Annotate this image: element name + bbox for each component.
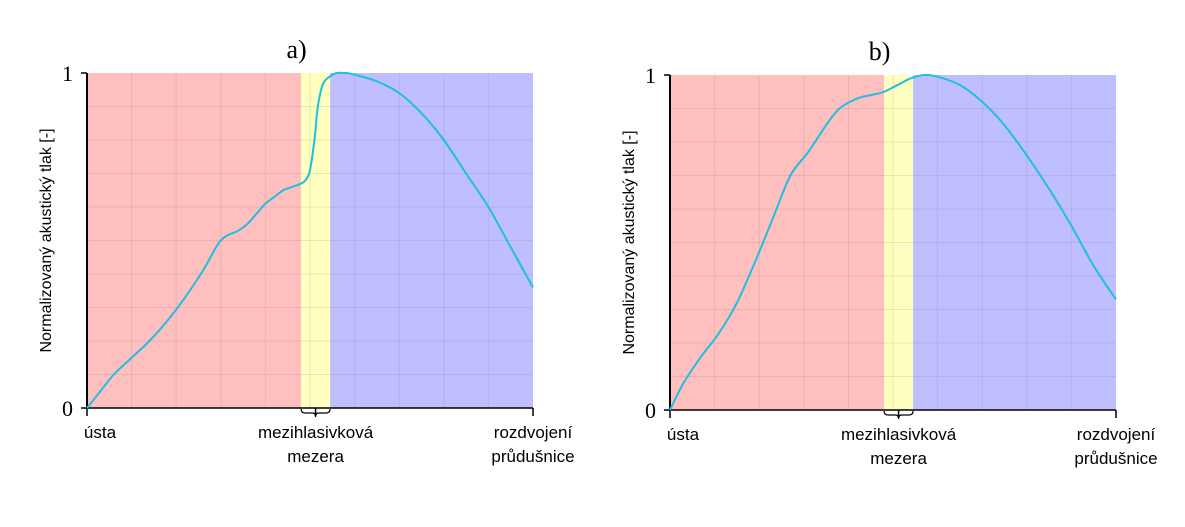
region-band-2	[330, 73, 533, 408]
x-tick-label: mezihlasivková	[841, 425, 957, 444]
y-tick-label: 0	[62, 396, 73, 421]
x-tick-label: ústa	[84, 423, 117, 442]
x-tick-label: mezera	[870, 449, 927, 468]
x-tick-label: ústa	[667, 425, 700, 444]
chart-panel-a: a) Normalizovaný akustický tlak [-] 0 1 ús…	[38, 35, 575, 466]
region-band-2	[913, 75, 1116, 410]
data-line	[86, 71, 534, 409]
y-tick-label: 0	[645, 398, 656, 423]
x-tick-label: průdušnice	[491, 447, 574, 466]
y-tick-label: 1	[645, 63, 656, 88]
region-band-0	[670, 75, 885, 410]
x-tick-label: rozdvojení	[494, 423, 573, 442]
y-axis-label: Normalizovaný akustický tlak [-]	[621, 130, 638, 354]
chart-title: b)	[869, 37, 891, 66]
gap-brace	[883, 410, 914, 420]
x-tick-label: mezihlasivková	[258, 423, 374, 442]
data-line	[669, 73, 1117, 411]
x-tick-label: mezera	[287, 447, 344, 466]
gap-brace	[300, 408, 331, 418]
chart-title: a)	[287, 35, 307, 64]
x-tick-label: rozdvojení	[1077, 425, 1156, 444]
y-tick-label: 1	[62, 61, 73, 86]
y-axis-label: Normalizovaný akustický tlak [-]	[38, 128, 55, 352]
region-band-1	[884, 75, 914, 410]
region-band-0	[87, 73, 302, 408]
x-tick-label: průdušnice	[1074, 449, 1157, 468]
chart-panel-b: b) Normalizovaný akustický tlak [-] 0 1 ús…	[621, 37, 1158, 468]
